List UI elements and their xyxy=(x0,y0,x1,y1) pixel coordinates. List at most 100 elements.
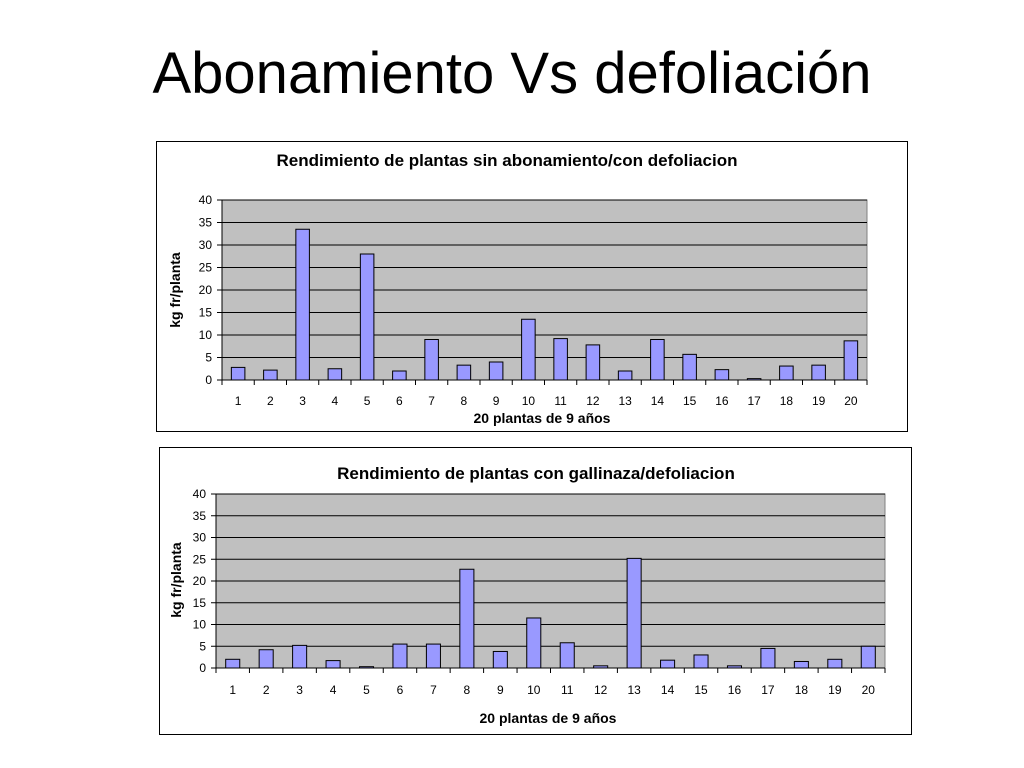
bar-1 xyxy=(230,366,246,381)
x-tick-label-14: 14 xyxy=(651,394,665,408)
bar-10 xyxy=(521,318,536,381)
bar-19 xyxy=(827,658,843,669)
x-tick-label-5: 5 xyxy=(364,394,371,408)
x-tick-label-6: 6 xyxy=(397,683,404,697)
y-tick-label-40: 40 xyxy=(193,487,207,501)
bar-15 xyxy=(693,654,709,669)
bar-chart-sin-abonamiento: Rendimiento de plantas sin abonamiento/c… xyxy=(167,151,868,426)
bar-13 xyxy=(617,370,633,381)
bar-2 xyxy=(263,369,278,381)
bar-5 xyxy=(359,666,375,669)
x-axis-title: 20 plantas de 9 años xyxy=(480,710,617,726)
y-tick-label-30: 30 xyxy=(193,531,207,545)
y-tick-label-0: 0 xyxy=(205,373,212,387)
x-tick-label-16: 16 xyxy=(728,683,742,697)
y-tick-label-15: 15 xyxy=(199,306,213,320)
slide-title: Abonamiento Vs defoliación xyxy=(152,41,872,106)
bar-16 xyxy=(726,665,742,669)
bar-4 xyxy=(327,368,343,381)
x-tick-label-11: 11 xyxy=(554,394,567,408)
bar-12 xyxy=(593,665,609,669)
x-tick-label-9: 9 xyxy=(493,394,500,408)
x-tick-label-7: 7 xyxy=(430,683,437,697)
y-tick-label-30: 30 xyxy=(199,238,213,252)
x-tick-label-12: 12 xyxy=(594,683,608,697)
bar-10 xyxy=(526,617,542,669)
x-tick-label-5: 5 xyxy=(363,683,370,697)
bar-13 xyxy=(626,557,642,669)
y-tick-label-10: 10 xyxy=(193,618,207,632)
chart-title: Rendimiento de plantas con gallinaza/def… xyxy=(337,464,735,483)
x-tick-label-1: 1 xyxy=(235,394,242,408)
x-tick-label-16: 16 xyxy=(715,394,729,408)
bar-1 xyxy=(225,658,241,669)
bar-6 xyxy=(392,643,408,669)
x-tick-label-3: 3 xyxy=(299,394,306,408)
y-tick-label-5: 5 xyxy=(205,351,212,365)
x-tick-label-15: 15 xyxy=(694,683,708,697)
y-tick-label-35: 35 xyxy=(193,509,207,523)
bar-20 xyxy=(860,645,876,669)
chart-panel-con-gallinaza: Rendimiento de plantas con gallinaza/def… xyxy=(159,447,912,735)
bar-17 xyxy=(746,378,762,381)
bar-3 xyxy=(295,228,310,381)
y-tick-label-20: 20 xyxy=(193,574,207,588)
bar-18 xyxy=(779,365,794,381)
bar-16 xyxy=(714,369,730,381)
x-tick-label-4: 4 xyxy=(330,683,337,697)
x-tick-label-10: 10 xyxy=(522,394,536,408)
bar-8 xyxy=(456,364,472,381)
chart-title: Rendimiento de plantas sin abonamiento/c… xyxy=(277,151,738,170)
y-tick-label-20: 20 xyxy=(199,283,213,297)
bar-3 xyxy=(292,644,308,669)
y-tick-label-40: 40 xyxy=(199,193,213,207)
x-tick-label-20: 20 xyxy=(862,683,876,697)
bar-14 xyxy=(650,339,665,381)
x-tick-label-17: 17 xyxy=(747,394,761,408)
bar-5 xyxy=(359,253,375,381)
x-tick-label-9: 9 xyxy=(497,683,504,697)
x-tick-label-8: 8 xyxy=(464,683,471,697)
x-tick-label-11: 11 xyxy=(561,683,574,697)
bar-6 xyxy=(392,370,407,381)
x-tick-label-15: 15 xyxy=(683,394,697,408)
x-tick-label-6: 6 xyxy=(396,394,403,408)
bar-20 xyxy=(843,340,859,381)
x-tick-label-1: 1 xyxy=(229,683,236,697)
x-tick-label-13: 13 xyxy=(618,394,632,408)
x-tick-label-19: 19 xyxy=(812,394,826,408)
x-tick-label-13: 13 xyxy=(627,683,641,697)
x-tick-label-12: 12 xyxy=(586,394,600,408)
y-axis-title: kg fr/planta xyxy=(167,252,183,328)
x-tick-label-7: 7 xyxy=(428,394,435,408)
bar-15 xyxy=(682,353,697,381)
bar-18 xyxy=(793,660,809,669)
x-tick-label-18: 18 xyxy=(795,683,809,697)
x-axis-title: 20 plantas de 9 años xyxy=(474,410,611,426)
x-tick-label-14: 14 xyxy=(661,683,675,697)
x-tick-label-17: 17 xyxy=(761,683,775,697)
y-tick-label-35: 35 xyxy=(199,216,213,230)
bar-9 xyxy=(488,361,504,381)
bar-2 xyxy=(258,649,274,669)
x-tick-label-18: 18 xyxy=(780,394,794,408)
bar-9 xyxy=(492,650,508,669)
bar-14 xyxy=(660,659,676,669)
y-tick-label-15: 15 xyxy=(193,596,207,610)
y-tick-label-5: 5 xyxy=(199,639,206,653)
y-tick-label-25: 25 xyxy=(199,261,213,275)
bar-12 xyxy=(585,344,601,381)
y-tick-label-10: 10 xyxy=(199,328,213,342)
bar-17 xyxy=(760,647,776,669)
x-tick-label-2: 2 xyxy=(263,683,270,697)
chart-panel-sin-abonamiento: Rendimiento de plantas sin abonamiento/c… xyxy=(156,141,908,432)
x-tick-label-3: 3 xyxy=(296,683,303,697)
bar-7 xyxy=(424,339,439,381)
x-tick-label-19: 19 xyxy=(828,683,842,697)
bar-19 xyxy=(811,364,826,381)
y-tick-label-0: 0 xyxy=(199,661,206,675)
bar-8 xyxy=(459,568,475,669)
bar-7 xyxy=(425,643,441,669)
x-tick-label-20: 20 xyxy=(844,394,858,408)
bar-4 xyxy=(325,660,341,669)
